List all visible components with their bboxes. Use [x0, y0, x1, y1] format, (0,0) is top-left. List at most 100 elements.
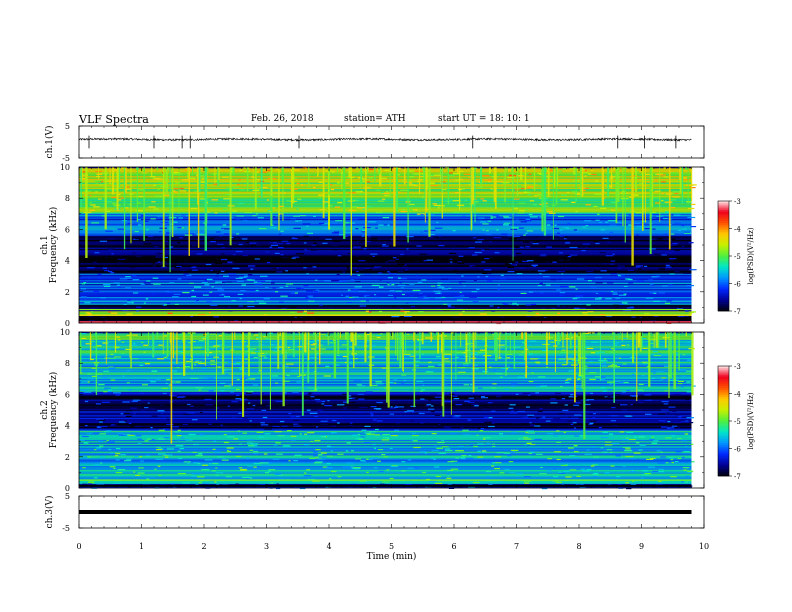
- ch1-spec-sferic: [366, 167, 369, 174]
- ch2-spec-speckle: [621, 391, 626, 393]
- ch1-spec-speckle: [313, 291, 319, 293]
- ch2-spec-speckle: [310, 396, 315, 398]
- ch1-spec-speckle: [518, 227, 524, 229]
- ch1-spec-sferic: [651, 167, 654, 208]
- ch2-spec-speckle: [568, 396, 575, 398]
- ch1-spec-speckle: [582, 172, 590, 174]
- ch2-spec-speckle: [496, 452, 504, 454]
- ch2-spec-line: [79, 479, 692, 481]
- ch2-spec-speckle: [686, 359, 692, 361]
- ch1-spec-speckle: [238, 202, 244, 205]
- ch2-spec-speckle: [162, 392, 167, 395]
- ch1-spec-speckle: [88, 277, 91, 279]
- ch1-spec-speckle: [101, 215, 107, 217]
- ch2-spec-speckle: [319, 335, 322, 337]
- ch2-spec-speckle: [151, 439, 155, 441]
- ch2-spec-speckle: [478, 400, 486, 402]
- ch1-spec-speckle: [409, 295, 414, 297]
- ch2-spec-speckle: [413, 446, 421, 449]
- ch2-spec-speckle: [162, 416, 166, 418]
- ch2-spec-speckle: [549, 425, 558, 427]
- ch1-spec-speckle: [86, 195, 91, 197]
- ch2-spec-speckle: [301, 387, 308, 389]
- ch2-spec-speckle: [553, 468, 557, 470]
- colorbar-1-swatch: [718, 272, 729, 275]
- ch2-spec-speckle: [259, 462, 263, 464]
- ch2-spec-speckle: [140, 460, 144, 462]
- ch1-spec-speckle: [194, 301, 198, 303]
- ch1-spec-speckle: [613, 291, 617, 293]
- ch1-spec-speckle: [120, 167, 126, 169]
- ch1-spec-speckle: [239, 276, 247, 278]
- ch2-spec-speckle: [245, 390, 254, 393]
- ch2-spec-speckle: [140, 410, 147, 412]
- ch2-spec-speckle: [235, 483, 239, 485]
- ch1-spec-speckle: [259, 171, 268, 173]
- ch1-spec-speckle: [183, 273, 189, 275]
- ch2-spec-row: [79, 376, 692, 378]
- ch2-spec-speckle: [310, 356, 317, 359]
- ch1-spec-speckle: [167, 312, 173, 314]
- ch1-spec-speckle: [223, 208, 228, 210]
- ch1-spec-speckle: [301, 184, 304, 186]
- ch2-spec-ytick-label: 8: [65, 359, 70, 368]
- ch2-spec-speckle: [96, 418, 104, 420]
- ch2-spec-speckle: [145, 363, 150, 365]
- ch1-spec-speckle: [332, 222, 337, 224]
- ch2-spec-speckle: [121, 341, 125, 343]
- ch1-spec-speckle: [458, 313, 463, 315]
- ch1-spec-speckle: [690, 203, 696, 205]
- colorbar-2-swatch: [718, 369, 729, 372]
- ch2-spec-speckle: [295, 415, 300, 418]
- ch1-spec-speckle: [388, 272, 391, 274]
- x-tick-label: 2: [201, 542, 206, 551]
- colorbar-2-swatch: [718, 397, 729, 400]
- ch2-spec-speckle: [364, 425, 371, 427]
- ch2-spec-speckle: [377, 333, 383, 335]
- ch2-spec-row: [79, 416, 692, 418]
- ch1-spec-speckle: [279, 286, 284, 289]
- ch2-spec-speckle: [612, 394, 621, 396]
- ch1-spec-row: [79, 311, 692, 313]
- ch2-spec-speckle: [609, 351, 615, 353]
- ch1-spec-speckle: [529, 216, 538, 218]
- ch1-spec-speckle: [350, 279, 354, 281]
- ch2-spec-speckle: [433, 445, 437, 447]
- ch1-spec-speckle: [289, 306, 297, 308]
- ch2-spec-row: [79, 380, 692, 382]
- ch2-spec-speckle: [166, 423, 174, 426]
- ch2-spec-speckle: [254, 351, 260, 353]
- ch2-spec-speckle: [380, 483, 385, 485]
- ch1-spec-speckle: [211, 199, 218, 201]
- ch1-spec-sferic: [520, 167, 523, 181]
- ch1-spec-speckle: [535, 240, 541, 242]
- ch1-spec-speckle: [665, 264, 670, 266]
- ch2-spec-speckle: [470, 345, 475, 347]
- ch1-spec-speckle: [194, 286, 202, 288]
- ch2-spec-heatmap: [79, 332, 696, 490]
- ch2-spec-speckle: [653, 355, 661, 357]
- ch2-spec-speckle: [591, 446, 596, 448]
- ch1-spec-row: [79, 241, 692, 243]
- ch2-spec-speckle: [622, 446, 631, 448]
- ch2-spec-speckle: [409, 355, 416, 357]
- ch1-spec-speckle: [256, 244, 261, 246]
- ch2-spec-row: [79, 359, 692, 361]
- ch1-spec-speckle: [675, 246, 679, 248]
- ch1-spec-speckle: [148, 206, 156, 208]
- ch1-spec-speckle: [339, 234, 345, 236]
- ch2-spec-speckle: [94, 464, 100, 466]
- ch2-spec-speckle: [624, 415, 631, 417]
- ch1-spec-speckle: [190, 263, 195, 265]
- ch2-spec-speckle: [177, 439, 180, 441]
- ch2-spec-speckle: [222, 457, 226, 460]
- ch2-spec-speckle: [509, 404, 516, 406]
- ch1-spec-speckle: [656, 173, 661, 176]
- ch1-spec-sferic: [691, 167, 693, 202]
- ch2-spec-speckle: [661, 401, 669, 403]
- ch2-spec-speckle: [466, 334, 470, 336]
- ch1-spec-speckle: [259, 195, 262, 198]
- colorbar-1-swatch: [718, 210, 729, 213]
- colorbar-1-swatch: [718, 261, 729, 264]
- ch1-spec-speckle: [537, 183, 544, 185]
